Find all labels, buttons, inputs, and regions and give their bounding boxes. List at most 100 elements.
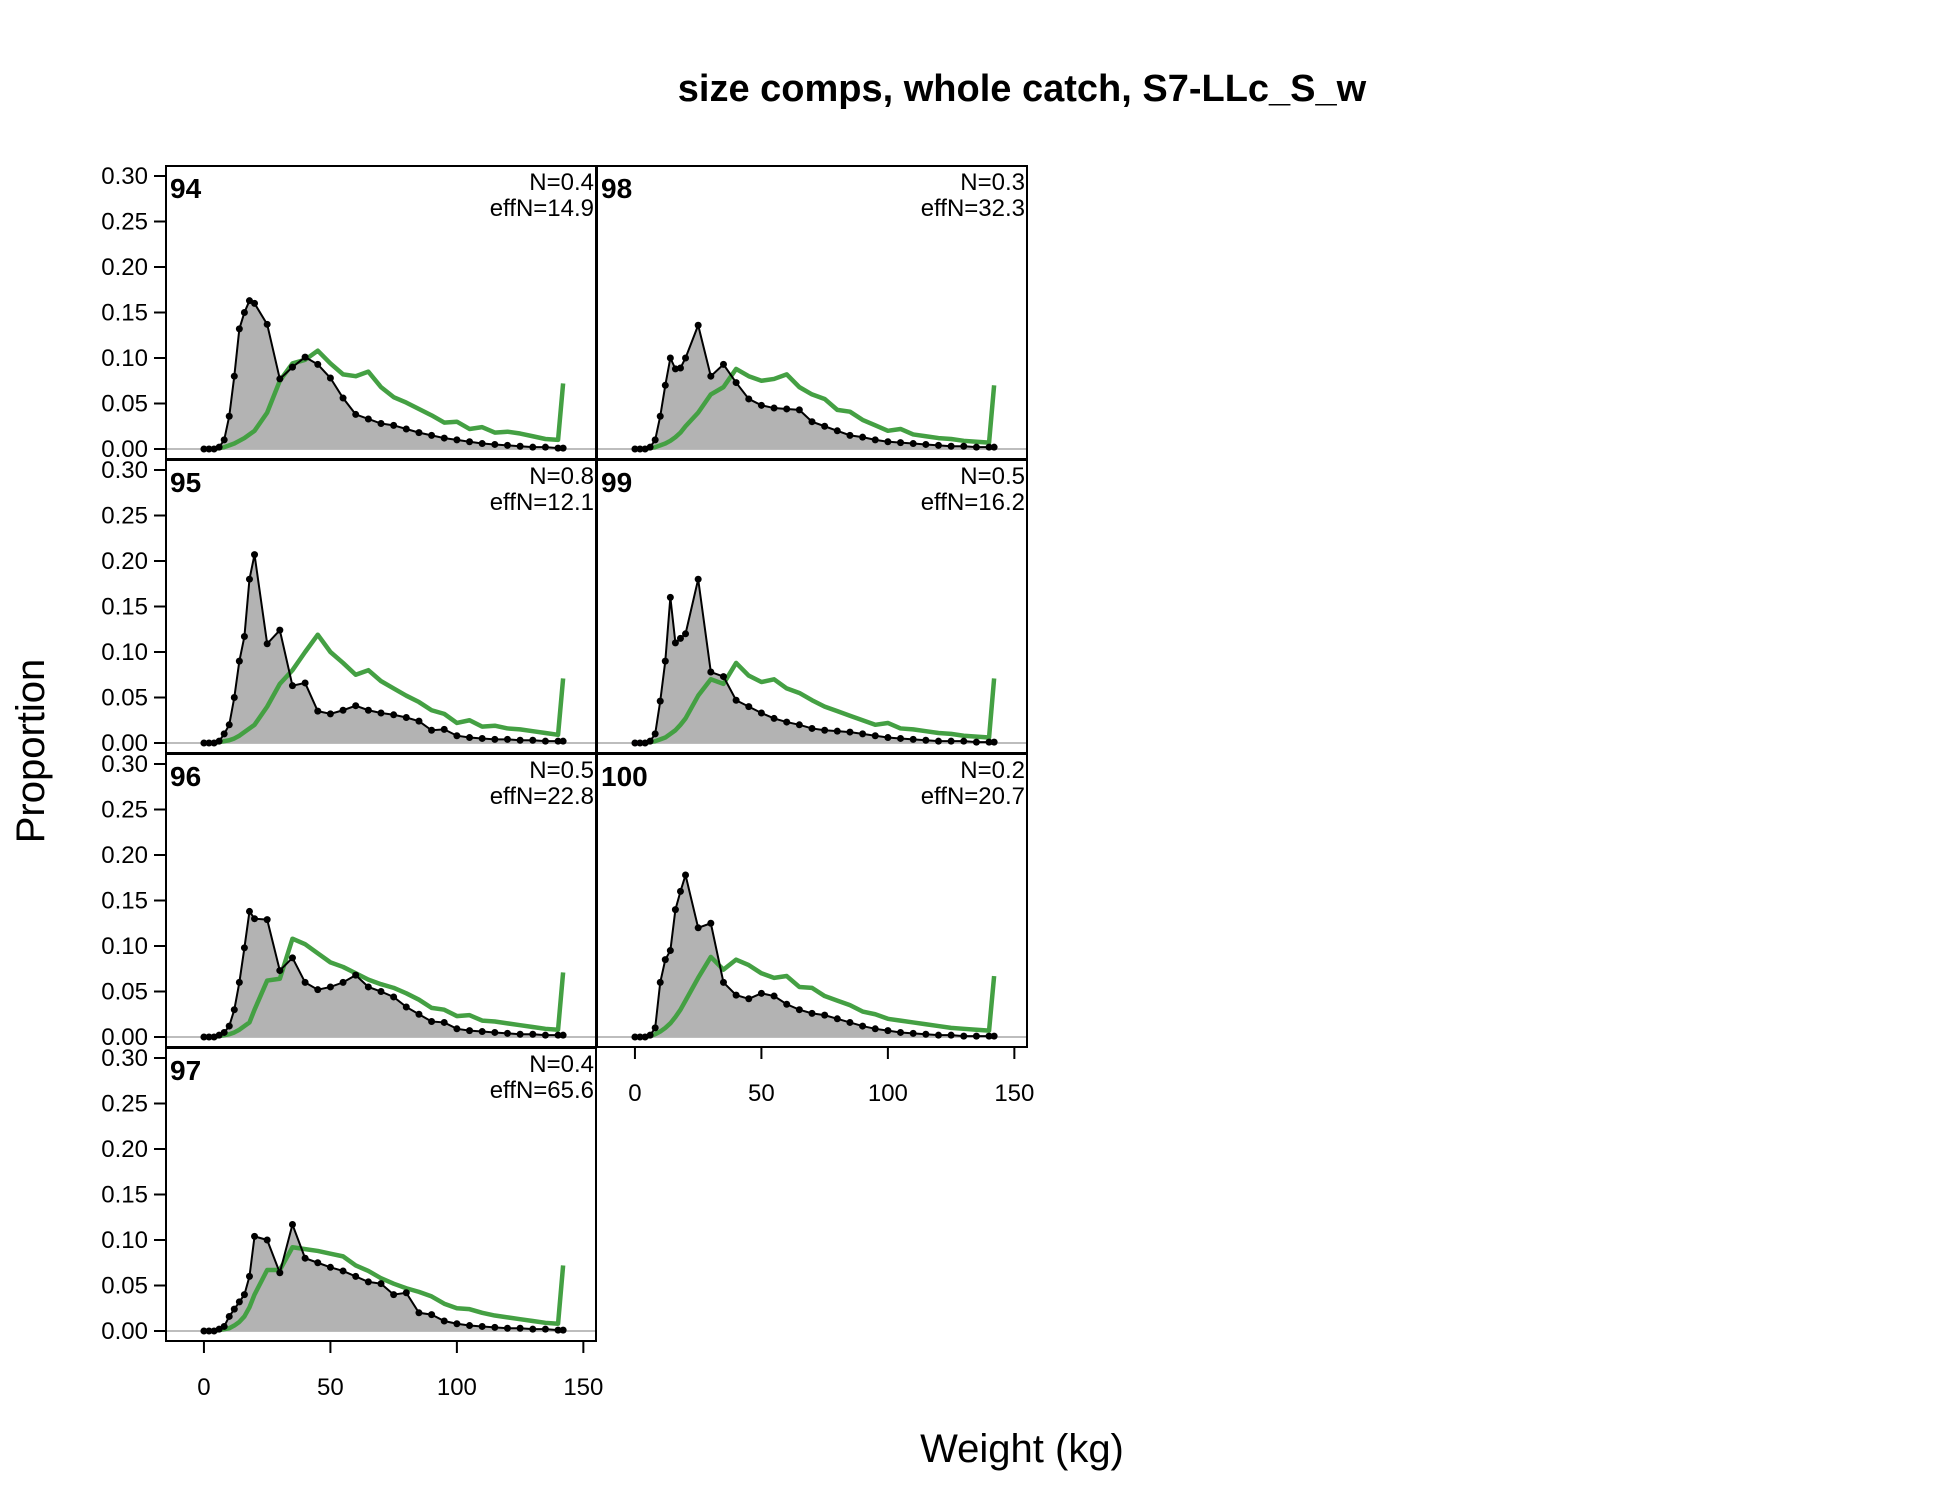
- observed-point: [972, 443, 980, 451]
- observed-point: [364, 706, 372, 714]
- observed-point: [529, 736, 537, 744]
- observed-point: [631, 445, 639, 453]
- observed-point: [559, 444, 567, 452]
- observed-point: [377, 420, 385, 428]
- observed-point: [516, 736, 524, 744]
- observed-point: [922, 1030, 930, 1038]
- panel-frame: [596, 753, 1028, 1048]
- observed-point: [220, 1028, 228, 1036]
- y-tick-label: 0.05: [101, 685, 148, 712]
- observed-point: [529, 1030, 537, 1038]
- x-tick-label: 50: [317, 1374, 344, 1401]
- observed-point: [200, 445, 208, 453]
- observed-point: [651, 730, 659, 738]
- observed-point: [466, 1322, 474, 1330]
- observed-point: [922, 440, 930, 448]
- observed-point: [235, 1298, 243, 1306]
- observed-point: [909, 735, 917, 743]
- y-axis-label: Proportion: [9, 659, 53, 844]
- observed-point: [732, 991, 740, 999]
- observed-point: [732, 696, 740, 704]
- observed-point: [240, 309, 248, 316]
- observed-point: [415, 717, 423, 725]
- observed-point: [554, 737, 562, 745]
- observed-point: [795, 406, 803, 414]
- observed-point: [263, 320, 271, 328]
- observed-point: [554, 1326, 562, 1334]
- observed-point: [415, 1309, 423, 1317]
- observed-point: [516, 1324, 524, 1332]
- observed-point: [559, 737, 567, 745]
- observed-point: [402, 1003, 410, 1011]
- observed-point: [352, 971, 360, 979]
- observed-point: [440, 1317, 448, 1325]
- y-tick-label: 0.05: [101, 1273, 148, 1300]
- observed-point: [661, 657, 669, 665]
- expected-line: [203, 348, 566, 452]
- observed-point: [897, 734, 905, 742]
- observed-point: [960, 1032, 968, 1040]
- observed-point: [651, 436, 659, 444]
- y-tick-label: 0.30: [101, 163, 148, 190]
- observed-point: [377, 1280, 385, 1288]
- observed-point: [884, 734, 892, 742]
- observed-area: [203, 554, 564, 743]
- observed-point: [808, 418, 816, 426]
- observed-point: [960, 737, 968, 745]
- observed-point: [909, 1029, 917, 1037]
- observed-point: [636, 445, 644, 453]
- observed-point: [205, 1033, 213, 1041]
- observed-point: [235, 325, 243, 333]
- observed-point: [491, 440, 499, 448]
- x-tick-label: 100: [437, 1374, 477, 1401]
- observed-point: [541, 1031, 549, 1039]
- observed-point: [245, 575, 253, 583]
- panel-effn: effN=22.8: [490, 783, 594, 810]
- observed-point: [897, 439, 905, 447]
- x-tick-label: 0: [197, 1374, 210, 1401]
- observed-point: [985, 1032, 993, 1040]
- observed-area: [634, 875, 995, 1037]
- y-tick-label: 0.25: [101, 1091, 148, 1118]
- observed-point: [636, 739, 644, 747]
- panel-n: N=0.4: [529, 1051, 594, 1078]
- observed-point: [301, 353, 309, 361]
- observed-point: [428, 726, 436, 734]
- observed-point: [301, 1254, 309, 1262]
- observed-point: [415, 429, 423, 437]
- observed-point: [694, 321, 702, 329]
- observed-point: [682, 871, 690, 879]
- observed-point: [390, 993, 398, 1001]
- y-tick-label: 0.15: [101, 300, 148, 327]
- observed-point: [288, 954, 296, 962]
- y-tick-label: 0.25: [101, 209, 148, 236]
- y-tick-label: 0.10: [101, 1227, 148, 1254]
- y-tick-label: 0.30: [101, 751, 148, 778]
- panel-label: 95: [170, 467, 201, 498]
- observed-point: [251, 551, 259, 559]
- y-tick-label: 0.25: [101, 503, 148, 530]
- chart-title: size comps, whole catch, S7-LLc_S_w: [678, 68, 1367, 110]
- observed-point: [541, 443, 549, 451]
- observed-point: [326, 374, 334, 382]
- y-tick-label: 0.25: [101, 797, 148, 824]
- observed-point: [235, 657, 243, 665]
- observed-point: [846, 431, 854, 439]
- observed-point: [440, 434, 448, 442]
- observed-area: [634, 579, 995, 743]
- y-tick-label: 0.15: [101, 888, 148, 915]
- observed-point: [352, 410, 360, 418]
- observed-point: [960, 442, 968, 450]
- observed-point: [745, 395, 753, 403]
- observed-point: [676, 364, 684, 372]
- panel-effn: effN=14.9: [490, 195, 594, 222]
- y-tick-label: 0.20: [101, 254, 148, 281]
- observed-point: [884, 438, 892, 446]
- observed-point: [884, 1027, 892, 1035]
- observed-point: [428, 1311, 436, 1319]
- observed-point: [440, 1018, 448, 1026]
- y-tick-label: 0.10: [101, 639, 148, 666]
- observed-point: [671, 639, 679, 647]
- observed-point: [846, 1018, 854, 1026]
- observed-point: [276, 1269, 284, 1277]
